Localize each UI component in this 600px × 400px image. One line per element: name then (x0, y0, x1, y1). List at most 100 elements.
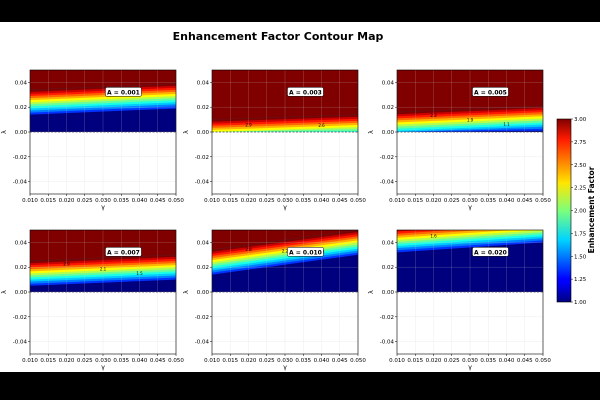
x-tick-label: 0.040 (499, 198, 515, 204)
colorbar-ticks: 1.00 1.25 1.50 1.75 2.00 2.25 2.50 2.75 3.00 (571, 117, 587, 306)
y-tick-label: -0.02 (13, 315, 27, 321)
colorbar-tick-label: 1.00 (574, 300, 587, 306)
y-tick-label: -0.04 (195, 340, 210, 346)
x-tick-label: 0.020 (59, 358, 75, 364)
colorbar-tick-label: 3.00 (574, 117, 587, 123)
x-tick-label: 0.015 (222, 198, 238, 204)
contour-panel: 2.92.11.50.010 0.015 0.020 0.025 0.030 0.035 0… (0, 229, 184, 371)
x-tick-label: 0.030 (462, 358, 478, 364)
x-tick-label: 0.020 (241, 358, 257, 364)
x-tick-label: 0.025 (259, 358, 275, 364)
contour-panel: 2.9 2.60.010 0.015 0.020 0.025 0.030 0.035 0.04… (182, 69, 366, 211)
colorbar-gradient (556, 118, 572, 303)
y-tick-label: 0.04 (382, 240, 395, 246)
annotation-label: A = 0.005 (474, 89, 507, 96)
x-tick-label: 0.040 (314, 358, 330, 364)
y-axis-label: λ (182, 130, 190, 134)
y-tick-label: 0.02 (382, 265, 394, 271)
y-tick-label: -0.04 (195, 180, 210, 186)
annotation-box (287, 87, 324, 97)
y-tick-label: -0.02 (380, 155, 394, 161)
x-axis-label: γ (283, 203, 287, 211)
colorbar-tick-label: 2.50 (574, 163, 587, 169)
annotation-box (472, 247, 509, 257)
y-tick-label: 0.02 (15, 265, 27, 271)
y-tick-label: 0.00 (382, 290, 395, 296)
y-tick-label: -0.04 (13, 340, 28, 346)
y-tick-label: -0.02 (380, 315, 394, 321)
figure-canvas: Enhancement Factor Contour Map 0.010 0.01… (0, 22, 600, 372)
x-tick-label: 0.020 (426, 358, 442, 364)
contour-panel: 0.010 0.015 0.020 0.025 0.030 0.035 0.040 0.045… (0, 69, 184, 211)
x-tick-label: 0.010 (204, 358, 220, 364)
figure-svg: Enhancement Factor Contour Map 0.010 0.01… (0, 30, 596, 371)
y-axis-label: λ (182, 290, 190, 294)
x-tick-label: 0.030 (277, 358, 293, 364)
contour-panel: 2.31.91.10.010 0.015 0.020 0.025 0.030 0.035 0… (367, 69, 551, 211)
annotation-box (287, 247, 324, 257)
x-tick-label: 0.050 (350, 198, 366, 204)
x-tick-label: 0.045 (517, 358, 533, 364)
contour-label: 2.1 (100, 266, 107, 271)
contour-label: 1.1 (503, 122, 510, 127)
x-axis-label: γ (468, 203, 472, 211)
x-tick-label: 0.035 (295, 358, 311, 364)
x-axis-label: γ (101, 363, 105, 371)
y-tick-label: 0.02 (197, 265, 209, 271)
x-tick-label: 0.015 (407, 198, 423, 204)
y-tick-label: 0.00 (15, 130, 28, 136)
x-tick-label: 0.025 (77, 198, 93, 204)
contour-label: 2.9 (245, 123, 252, 128)
colorbar-tick-label: 2.25 (574, 186, 587, 192)
x-tick-label: 0.010 (204, 198, 220, 204)
contour-panel: 1.60.010 0.015 0.020 0.025 0.030 0.035 0.040 0.… (367, 218, 551, 371)
x-tick-label: 0.020 (59, 198, 75, 204)
y-tick-label: 0.00 (15, 290, 28, 296)
annotation-label: A = 0.007 (107, 249, 140, 256)
x-tick-label: 0.040 (132, 198, 148, 204)
x-tick-label: 0.030 (95, 358, 111, 364)
annotation-box (105, 247, 142, 257)
y-axis-label: λ (367, 130, 375, 134)
colorbar: 1.00 1.25 1.50 1.75 2.00 2.25 2.50 2.75 3.00 Enh… (556, 117, 596, 306)
contour-panel: 2.82.21.40.0100.0150.0200.0250.0300.0350… (182, 229, 366, 371)
y-tick-label: 0.02 (15, 105, 27, 111)
x-tick-label: 0.035 (480, 198, 496, 204)
colorbar-tick-label: 1.25 (574, 277, 587, 283)
y-tick-label: -0.04 (13, 180, 28, 186)
y-axis-label: λ (0, 130, 8, 134)
x-tick-label: 0.050 (535, 198, 551, 204)
annotation-label: A = 0.020 (474, 249, 507, 256)
y-tick-label: 0.04 (197, 80, 210, 86)
x-tick-label: 0.010 (22, 198, 38, 204)
x-axis-label: γ (468, 363, 472, 371)
x-tick-label: 0.045 (150, 198, 166, 204)
x-axis-label: γ (101, 203, 105, 211)
colorbar-tick-label: 1.50 (574, 254, 587, 260)
contour-line (397, 218, 543, 228)
contour-label: 2.9 (63, 262, 70, 267)
x-tick-label: 0.010 (389, 198, 405, 204)
x-tick-label: 0.010 (389, 358, 405, 364)
y-axis-label: λ (367, 290, 375, 294)
x-tick-label: 0.050 (535, 358, 551, 364)
x-tick-label: 0.030 (462, 198, 478, 204)
y-tick-label: 0.02 (197, 105, 209, 111)
x-tick-label: 0.025 (77, 358, 93, 364)
annotation-box (105, 87, 142, 97)
contour-label: 1.5 (136, 271, 143, 276)
annotation-label: A = 0.003 (289, 89, 322, 96)
annotation-label: A = 0.010 (289, 249, 322, 256)
y-tick-label: 0.04 (382, 80, 395, 86)
x-tick-label: 0.015 (40, 358, 56, 364)
y-tick-label: 0.04 (15, 80, 28, 86)
contour-label: 2.8 (245, 247, 252, 252)
x-tick-label: 0.015 (40, 198, 56, 204)
x-tick-label: 0.040 (499, 358, 515, 364)
contour-label: 2.2 (282, 248, 289, 253)
x-tick-label: 0.045 (517, 198, 533, 204)
x-tick-label: 0.030 (277, 198, 293, 204)
x-tick-label: 0.025 (444, 358, 460, 364)
x-tick-label: 0.040 (132, 358, 148, 364)
x-tick-label: 0.050 (168, 358, 184, 364)
